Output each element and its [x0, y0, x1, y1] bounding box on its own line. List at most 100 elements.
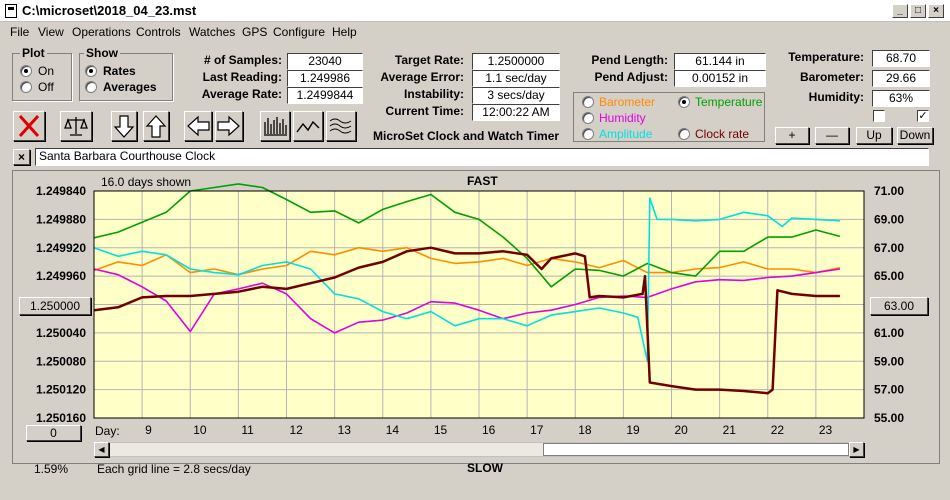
scroll-right-arrow-icon[interactable]: ▶ [849, 442, 864, 457]
move-up-button[interactable] [143, 111, 169, 141]
maximize-icon[interactable]: □ [910, 4, 926, 18]
x-tick-label: 22 [771, 423, 785, 437]
multiwave-button[interactable] [326, 111, 356, 141]
plot-border [93, 190, 865, 419]
histogram-button[interactable] [260, 111, 290, 141]
left-tick-label: 1.249840 [36, 184, 86, 198]
bar-graph-icon [264, 117, 287, 136]
instability-value: 3 secs/day [472, 87, 560, 104]
menu-operations[interactable]: Operations [72, 25, 131, 39]
balance-scale-icon [64, 117, 88, 136]
left-tick-label: 1.249920 [36, 241, 86, 255]
center-temperature-button[interactable]: 63.00 [870, 297, 928, 315]
slow-label: SLOW [467, 461, 503, 475]
legend-humidity: Humidity [599, 111, 646, 125]
x-tick-label: 9 [145, 423, 152, 437]
red-x-icon [18, 114, 40, 138]
x-tick-label: 18 [578, 423, 592, 437]
multi-wave-icon [329, 118, 352, 134]
percent-label: 1.59% [34, 462, 69, 476]
right-axis-ticks: 71.0069.0067.0065.0063.0061.0059.0057.00… [874, 184, 904, 425]
legend-temperature: Temperature [695, 95, 763, 109]
close-icon[interactable]: × [928, 4, 944, 18]
average-rate-value: 1.2499844 [287, 87, 363, 104]
instability-label: Instability: [403, 87, 464, 101]
app-icon [5, 4, 17, 18]
zero-button[interactable]: 0 [26, 425, 81, 441]
clockrate-series-line [93, 246, 840, 395]
show-averages-radio[interactable] [85, 81, 97, 93]
minimize-icon[interactable]: _ [892, 4, 908, 18]
option-checkbox-1[interactable] [873, 110, 885, 122]
right-tick-label: 59.00 [874, 354, 904, 368]
center-rate-button[interactable]: 1.250000 [19, 297, 91, 315]
scroll-down-button[interactable]: Down [897, 127, 933, 144]
menu-controls[interactable]: Controls [136, 25, 181, 39]
balance-button[interactable] [60, 111, 92, 141]
legend-barometer: Barometer [599, 95, 656, 109]
menu-bar: File View Operations Controls Watches GP… [0, 22, 950, 42]
legend-amplitude-radio[interactable] [582, 128, 594, 140]
days-shown-label: 16.0 days shown [101, 175, 192, 189]
legend-amplitude: Amplitude [599, 127, 653, 141]
legend-humidity-radio[interactable] [582, 112, 594, 124]
plot-on-label: On [38, 64, 55, 78]
pend-length-label: Pend Length: [591, 53, 668, 67]
scroll-up-button[interactable]: Up [856, 127, 892, 144]
right-tick-label: 55.00 [874, 411, 904, 425]
right-tick-label: 65.00 [874, 269, 904, 283]
menu-watches[interactable]: Watches [189, 25, 236, 39]
x-tick-label: 11 [241, 423, 254, 437]
legend-barometer-radio[interactable] [582, 96, 594, 108]
menu-configure[interactable]: Configure [273, 25, 326, 39]
legend-clockrate-radio[interactable] [678, 128, 690, 140]
last-reading-label: Last Reading: [202, 70, 282, 84]
legend-temperature-radio[interactable] [678, 96, 690, 108]
amplitude-series-line [93, 197, 840, 363]
move-down-button[interactable] [111, 111, 137, 141]
left-tick-label: 1.250080 [36, 354, 86, 368]
samples-value: 23040 [287, 53, 363, 70]
x-tick-label: 15 [434, 423, 448, 437]
stop-button[interactable] [13, 111, 45, 141]
arrow-up-icon [145, 115, 167, 138]
left-axis-ticks: 1.2498401.2498801.2499201.2499601.250000… [36, 184, 86, 425]
temperature-series-line [93, 183, 841, 288]
show-averages-label: Averages [103, 80, 157, 94]
plot-off-radio[interactable] [20, 81, 32, 93]
menu-help[interactable]: Help [332, 25, 357, 39]
barometer-series-line [93, 246, 841, 276]
watch-name-input[interactable]: Santa Barbara Courthouse Clock [35, 148, 929, 166]
menu-file[interactable]: File [10, 25, 30, 39]
temperature-label: Temperature: [788, 50, 864, 64]
option-checkbox-2[interactable]: ✓ [917, 110, 929, 122]
menu-view[interactable]: View [38, 25, 64, 39]
temperature-value: 68.70 [872, 50, 930, 67]
scrollbar-thumb[interactable] [543, 443, 849, 456]
right-tick-label: 69.00 [874, 212, 904, 226]
zoom-in-button[interactable]: + [775, 127, 809, 144]
current-time-value: 12:00:22 AM [472, 104, 560, 121]
x-tick-label: 12 [290, 423, 304, 437]
scroll-left-arrow-icon[interactable]: ◀ [94, 442, 109, 457]
plot-on-radio[interactable] [20, 65, 32, 77]
barometer-value: 29.66 [872, 70, 930, 87]
barometer-label: Barometer: [799, 70, 864, 84]
left-tick-label: 1.250040 [36, 326, 86, 340]
clear-watch-button[interactable]: × [13, 149, 30, 165]
menu-gps[interactable]: GPS [242, 25, 268, 39]
plot-off-label: Off [38, 80, 54, 94]
right-tick-label: 67.00 [874, 241, 904, 255]
x-tick-label: 13 [338, 423, 352, 437]
show-rates-radio[interactable] [85, 65, 97, 77]
move-right-button[interactable] [215, 111, 243, 141]
x-tick-label: 20 [675, 423, 689, 437]
title-bar: C:\microset\2018_04_23.mst _ □ × [0, 0, 950, 22]
plot-group-label: Plot [20, 46, 47, 60]
move-left-button[interactable] [184, 111, 212, 141]
left-tick-label: 1.249960 [36, 269, 86, 283]
wave-button[interactable] [293, 111, 323, 141]
average-error-label: Average Error: [380, 70, 464, 84]
zoom-out-button[interactable]: — [815, 127, 849, 144]
grid-note-label: Each grid line = 2.8 secs/day [97, 462, 251, 476]
